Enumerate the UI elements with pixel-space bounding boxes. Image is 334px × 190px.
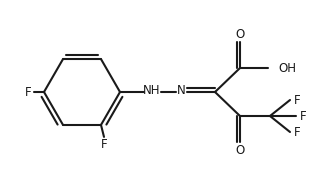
Text: NH: NH [143,85,161,97]
Text: N: N [177,85,185,97]
Text: O: O [235,28,244,40]
Text: F: F [101,138,107,151]
Text: F: F [294,126,300,139]
Text: F: F [294,93,300,107]
Text: O: O [235,143,244,157]
Text: F: F [25,86,31,98]
Text: F: F [300,109,306,123]
Text: OH: OH [278,62,296,74]
